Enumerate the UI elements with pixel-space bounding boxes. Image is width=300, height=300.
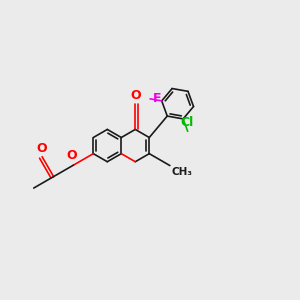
Text: O: O bbox=[66, 148, 77, 162]
Text: O: O bbox=[37, 142, 47, 155]
Text: F: F bbox=[152, 92, 161, 105]
Text: CH₃: CH₃ bbox=[171, 167, 192, 177]
Text: Cl: Cl bbox=[180, 116, 194, 129]
Text: O: O bbox=[130, 89, 141, 102]
